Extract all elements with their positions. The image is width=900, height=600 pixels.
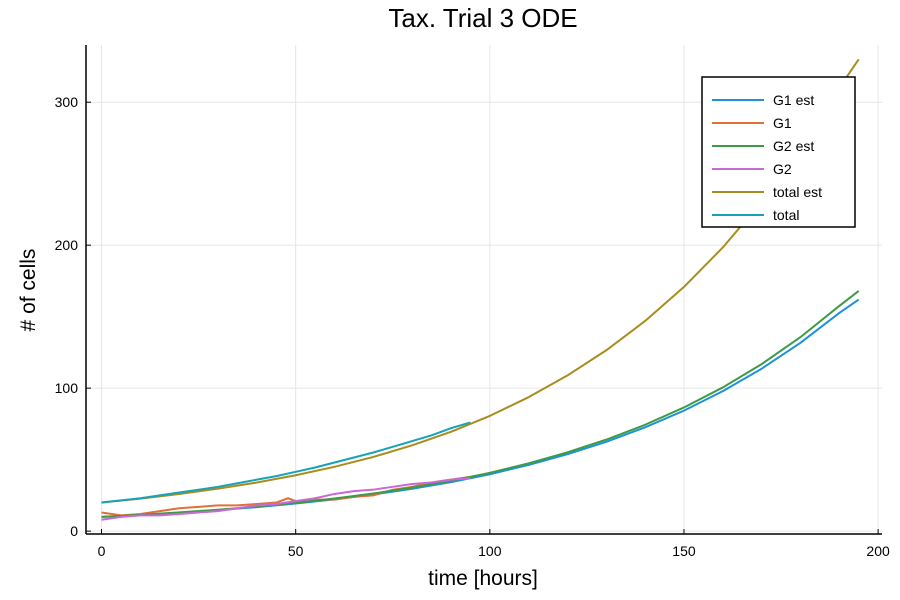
x-tick-label-0: 0	[98, 543, 106, 559]
y-tick-label-2: 200	[55, 237, 79, 253]
x-tick-label-1: 50	[288, 543, 304, 559]
series-line-5	[101, 421, 471, 504]
x-tick-label-3: 150	[672, 543, 696, 559]
series-layer	[101, 58, 860, 521]
legend-label-4: total est	[773, 184, 822, 200]
legend-label-5: total	[773, 207, 799, 223]
x-tick-label-2: 100	[478, 543, 502, 559]
legend-label-2: G2 est	[773, 138, 814, 154]
legend-label-1: G1	[773, 115, 792, 131]
y-axis-label: # of cells	[17, 249, 40, 332]
legend-label-0: G1 est	[773, 92, 814, 108]
axes: 0 50 100 150 200 0 100 200 300	[55, 45, 890, 559]
y-tick-label-3: 300	[55, 94, 79, 110]
chart-title: Tax. Trial 3 ODE	[388, 3, 577, 33]
x-axis-label: time [hours]	[428, 567, 538, 590]
y-tick-label-1: 100	[55, 380, 79, 396]
legend: G1 est G1 G2 est G2 total est total	[701, 76, 856, 228]
legend-box	[701, 76, 856, 228]
series-line-3	[101, 477, 471, 521]
legend-label-3: G2	[773, 161, 792, 177]
y-tick-label-0: 0	[70, 523, 78, 539]
x-tick-label-4: 200	[866, 543, 890, 559]
